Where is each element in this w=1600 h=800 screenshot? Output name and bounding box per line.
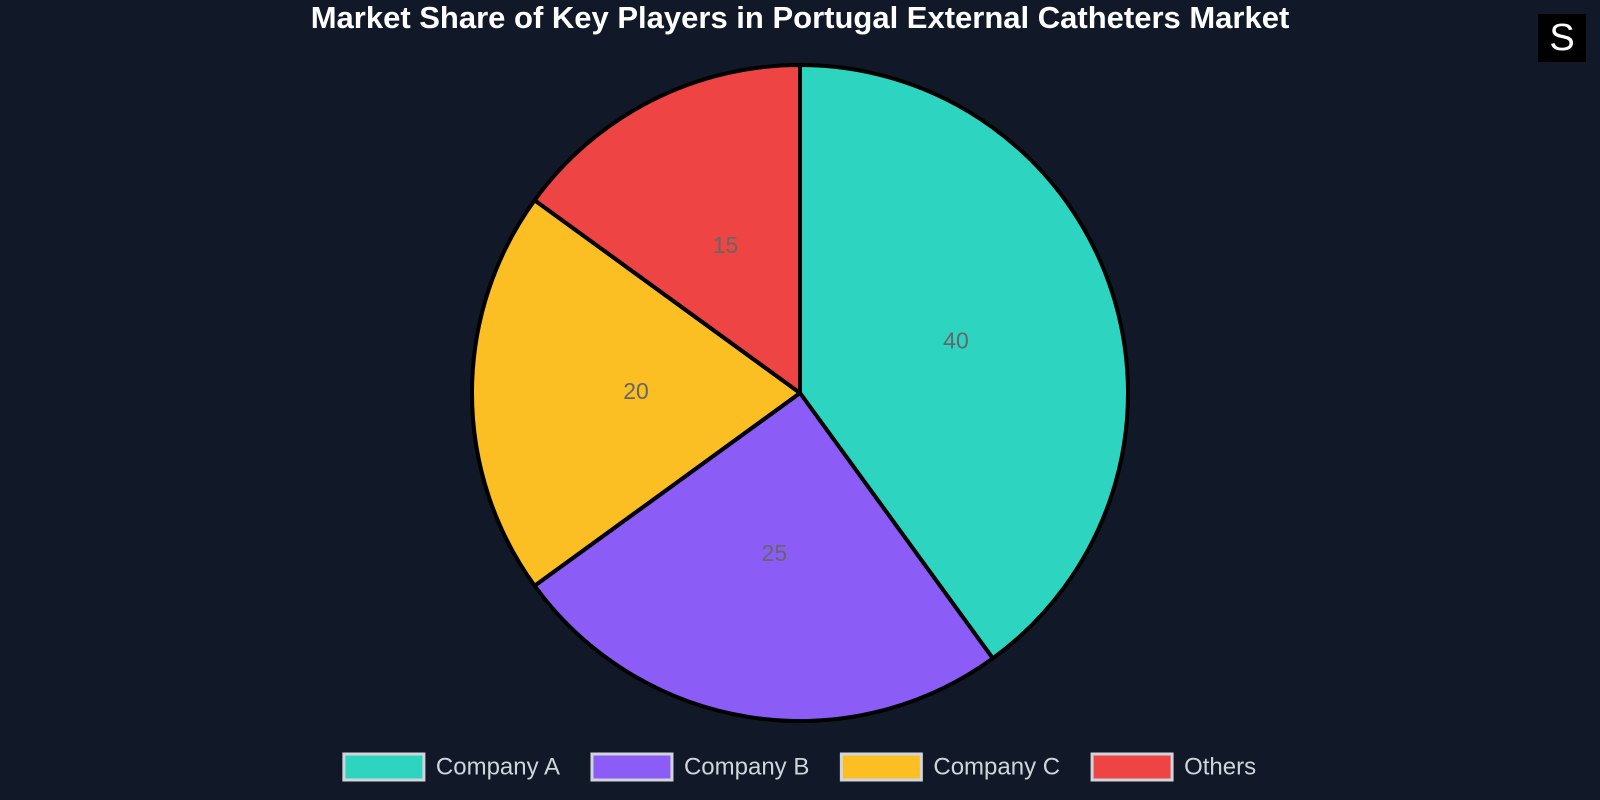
legend-swatch	[342, 752, 426, 782]
pie-slice	[798, 63, 1130, 661]
legend-label: Company C	[933, 753, 1060, 780]
legend-swatch	[590, 752, 674, 782]
logo-box	[1538, 14, 1586, 62]
legend-swatch	[1090, 752, 1174, 782]
data-label: 15	[713, 232, 739, 258]
logo-text: S	[1549, 17, 1574, 59]
chart-title: Market Share of Key Players in Portugal …	[311, 0, 1290, 35]
data-label: 25	[762, 540, 788, 566]
pie-slice	[469, 198, 802, 588]
data-label: 20	[623, 378, 649, 404]
logo: S	[1538, 14, 1586, 62]
legend-label: Company B	[684, 753, 809, 780]
pie-slice	[532, 391, 995, 724]
pie-slice	[532, 63, 802, 395]
legend-label: Company A	[436, 753, 560, 780]
legend-swatch	[839, 752, 923, 782]
legend-label: Others	[1184, 753, 1256, 780]
legend: Company A Company B Company C Others	[342, 752, 1256, 782]
data-label: 40	[943, 327, 969, 353]
